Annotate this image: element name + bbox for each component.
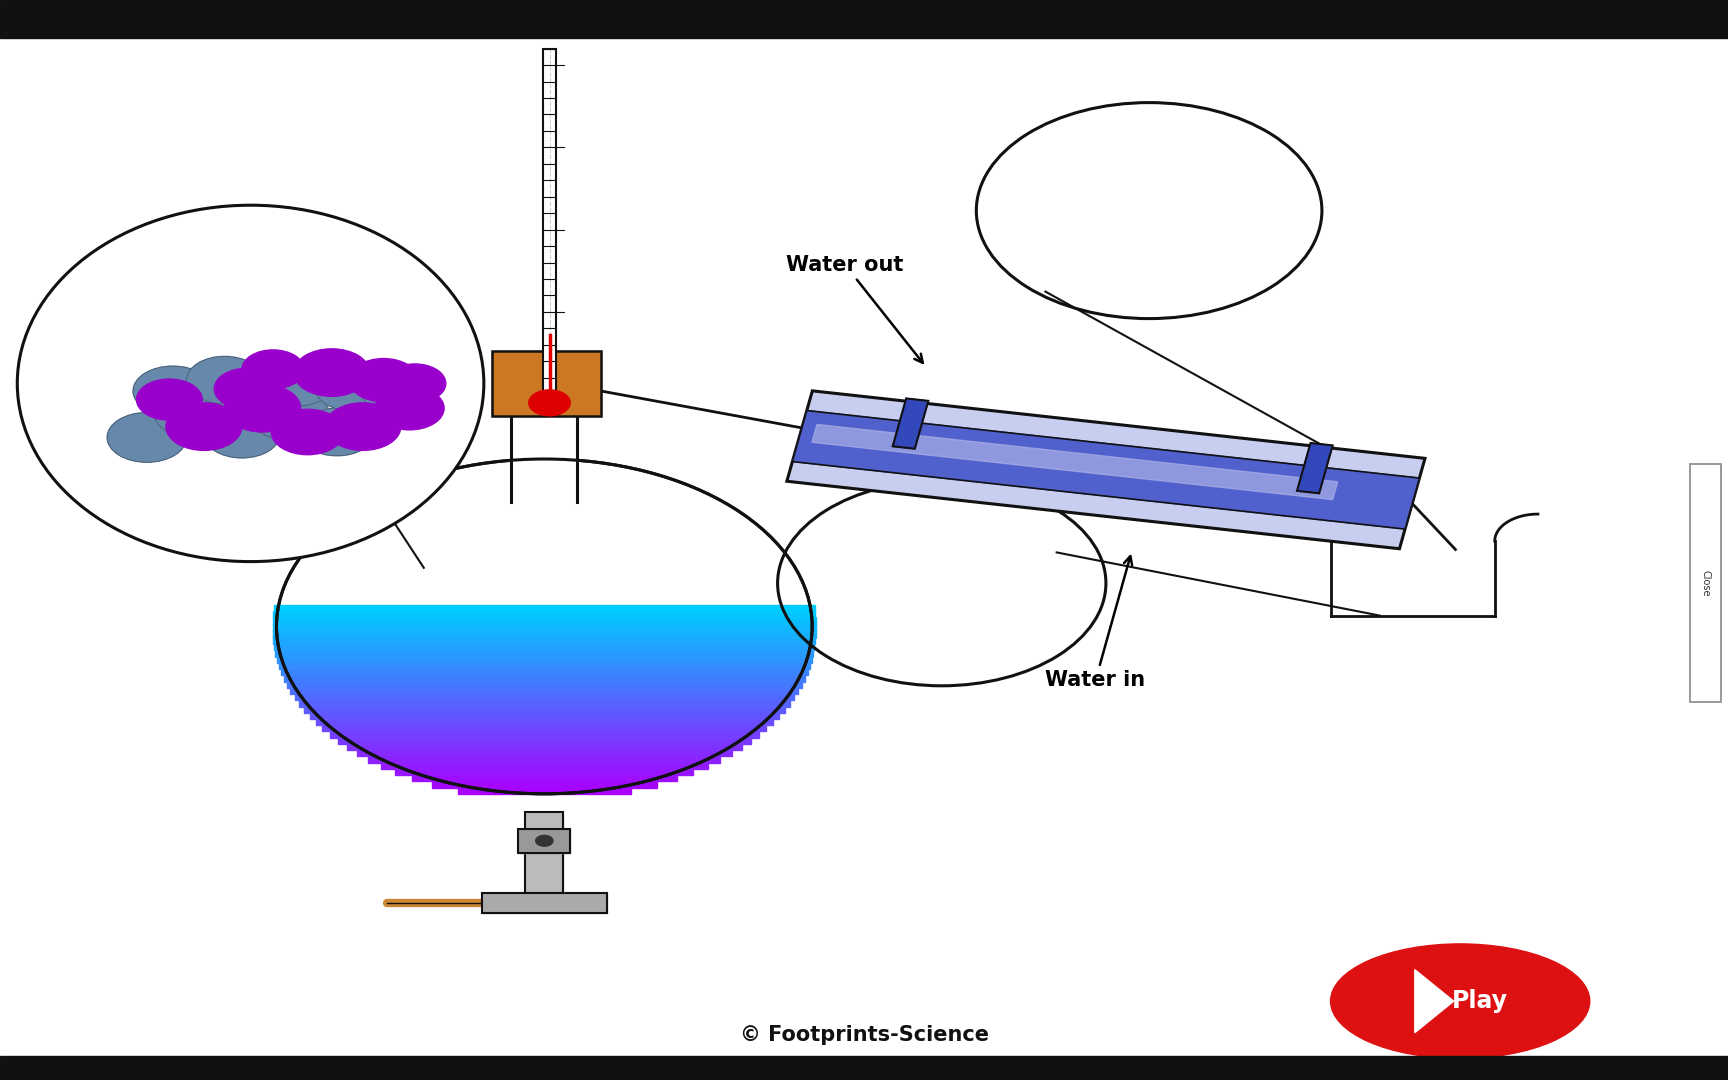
Circle shape xyxy=(261,361,334,406)
Bar xyxy=(275,648,814,657)
Bar xyxy=(282,667,807,675)
Bar xyxy=(273,630,816,638)
Bar xyxy=(525,812,563,893)
Bar xyxy=(323,724,766,731)
Circle shape xyxy=(214,368,280,409)
Bar xyxy=(299,699,790,706)
Polygon shape xyxy=(893,399,928,448)
Bar xyxy=(511,400,577,502)
Text: Water out: Water out xyxy=(786,255,923,363)
Bar xyxy=(380,760,708,769)
Circle shape xyxy=(325,403,401,450)
Text: Close: Close xyxy=(1700,570,1711,596)
Circle shape xyxy=(299,408,375,456)
Circle shape xyxy=(349,359,418,402)
Text: Water in: Water in xyxy=(1045,556,1146,690)
Bar xyxy=(330,729,759,738)
Circle shape xyxy=(294,349,370,396)
Bar xyxy=(287,679,802,688)
Bar xyxy=(316,717,772,726)
Bar xyxy=(273,611,816,619)
Text: Play: Play xyxy=(1452,989,1507,1013)
Bar xyxy=(411,773,677,781)
Bar xyxy=(0,1056,1728,1080)
Circle shape xyxy=(187,356,263,404)
Bar xyxy=(278,661,810,670)
Bar xyxy=(283,674,805,681)
Bar xyxy=(458,785,631,794)
Circle shape xyxy=(204,410,280,458)
Polygon shape xyxy=(786,391,1426,549)
Bar xyxy=(294,692,795,700)
Bar xyxy=(543,49,556,394)
Circle shape xyxy=(363,373,432,416)
Bar xyxy=(482,893,607,913)
Bar xyxy=(347,742,741,751)
Bar xyxy=(275,643,814,650)
Bar xyxy=(518,829,570,853)
Bar xyxy=(396,767,693,775)
Circle shape xyxy=(271,409,344,455)
Bar xyxy=(304,704,785,713)
Bar xyxy=(482,893,607,913)
Polygon shape xyxy=(1298,443,1332,494)
Bar xyxy=(1690,464,1721,702)
Circle shape xyxy=(384,364,446,403)
Circle shape xyxy=(154,387,237,438)
Text: © Footprints-Science: © Footprints-Science xyxy=(740,1025,988,1044)
Polygon shape xyxy=(793,410,1419,529)
Circle shape xyxy=(133,366,213,416)
Bar xyxy=(339,735,750,744)
Bar xyxy=(309,711,779,719)
Circle shape xyxy=(314,362,394,411)
Bar xyxy=(518,829,570,853)
Bar xyxy=(290,686,798,694)
Bar xyxy=(0,0,1728,38)
Bar xyxy=(358,748,731,756)
Circle shape xyxy=(225,384,301,432)
Bar xyxy=(273,618,816,625)
Bar xyxy=(276,654,812,663)
Circle shape xyxy=(251,391,330,441)
Bar xyxy=(492,351,601,416)
Ellipse shape xyxy=(17,205,484,562)
Ellipse shape xyxy=(1331,944,1590,1058)
Bar xyxy=(492,351,601,416)
Bar xyxy=(525,812,563,893)
Circle shape xyxy=(536,836,553,847)
Circle shape xyxy=(166,403,242,450)
Circle shape xyxy=(340,388,413,433)
Bar xyxy=(273,605,816,613)
Circle shape xyxy=(375,387,444,430)
Circle shape xyxy=(107,413,187,462)
Bar xyxy=(368,755,721,762)
Polygon shape xyxy=(1415,970,1453,1032)
Polygon shape xyxy=(812,424,1337,500)
Circle shape xyxy=(529,390,570,416)
Bar xyxy=(273,636,816,644)
Circle shape xyxy=(137,379,202,420)
Circle shape xyxy=(242,350,304,389)
Bar xyxy=(432,780,657,787)
Bar xyxy=(273,623,816,632)
